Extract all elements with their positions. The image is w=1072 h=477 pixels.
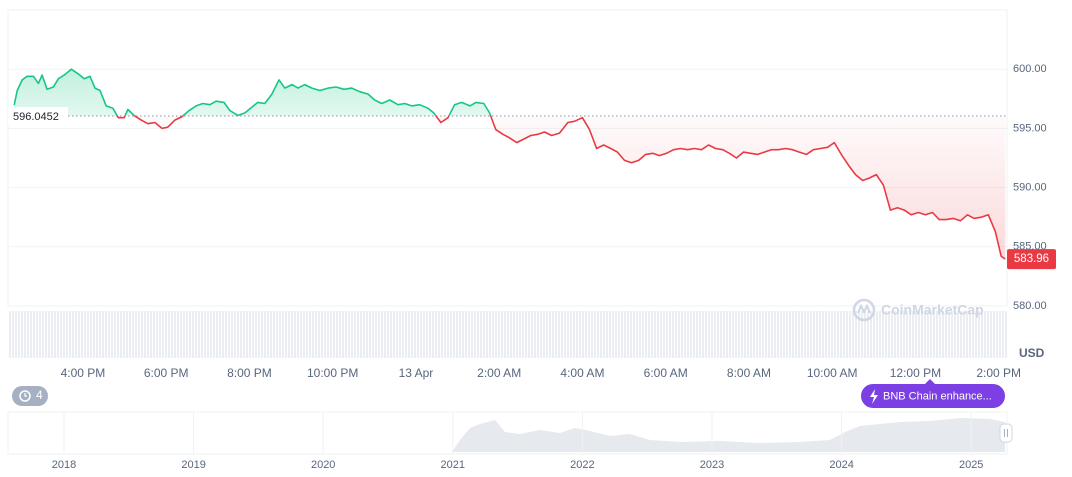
x-tick-label: 10:00 AM	[807, 366, 858, 380]
volume-bars	[8, 311, 1007, 358]
clock-icon	[19, 390, 31, 402]
x-tick-label: 8:00 AM	[727, 366, 771, 380]
x-tick-label: 10:00 PM	[307, 366, 358, 380]
last-price-label: 583.96	[1014, 253, 1049, 265]
price-area	[14, 69, 1006, 260]
navigator-year: 2023	[700, 459, 724, 471]
navigator-year: 2022	[570, 459, 594, 471]
x-tick-label: 6:00 PM	[144, 366, 189, 380]
x-tick-label: 13 Apr	[399, 366, 434, 380]
navigator-handle[interactable]	[999, 423, 1013, 443]
x-tick-label: 4:00 PM	[61, 366, 106, 380]
navigator-year: 2020	[311, 459, 335, 471]
navigator: 2018 2019 2020 2021 2022 2023 2024 2025	[7, 411, 1013, 471]
badge-count: 4	[36, 388, 43, 402]
event-badge[interactable]: 4	[12, 386, 48, 406]
x-tick-label: 6:00 AM	[644, 366, 688, 380]
x-tick-label: 4:00 AM	[560, 366, 604, 380]
navigator-year: 2018	[52, 459, 76, 471]
navigator-area	[452, 418, 1005, 452]
last-price-bg	[1007, 249, 1056, 270]
navigator-year: 2025	[959, 459, 983, 471]
bolt-icon	[870, 389, 878, 404]
x-tick-label: 12:00 PM	[890, 366, 941, 380]
pill-text: BNB Chain enhance...	[883, 390, 992, 402]
price-line	[13, 68, 1006, 260]
y-tick-label: 590.00	[1013, 182, 1047, 194]
x-tick-label: 8:00 PM	[227, 366, 272, 380]
navigator-year: 2024	[829, 459, 853, 471]
y-tick-label: 595.00	[1013, 122, 1047, 134]
watermark-text: CoinMarketCap	[881, 302, 984, 318]
y-tick-label: 580.00	[1013, 300, 1047, 312]
pill-bg	[861, 384, 1005, 408]
x-tick-label: 2:00 PM	[976, 366, 1021, 380]
news-pill[interactable]: BNB Chain enhance...	[861, 379, 1005, 408]
navigator-year: 2021	[441, 459, 465, 471]
reference-label: 596.0452	[13, 111, 59, 123]
y-tick-label: 600.00	[1013, 63, 1047, 75]
navigator-year: 2019	[181, 459, 205, 471]
x-tick-label: 2:00 AM	[477, 366, 521, 380]
reference-label-bg	[8, 107, 68, 126]
watermark: CoinMarketCap	[852, 298, 984, 322]
y-axis-label: USD	[1019, 346, 1045, 360]
